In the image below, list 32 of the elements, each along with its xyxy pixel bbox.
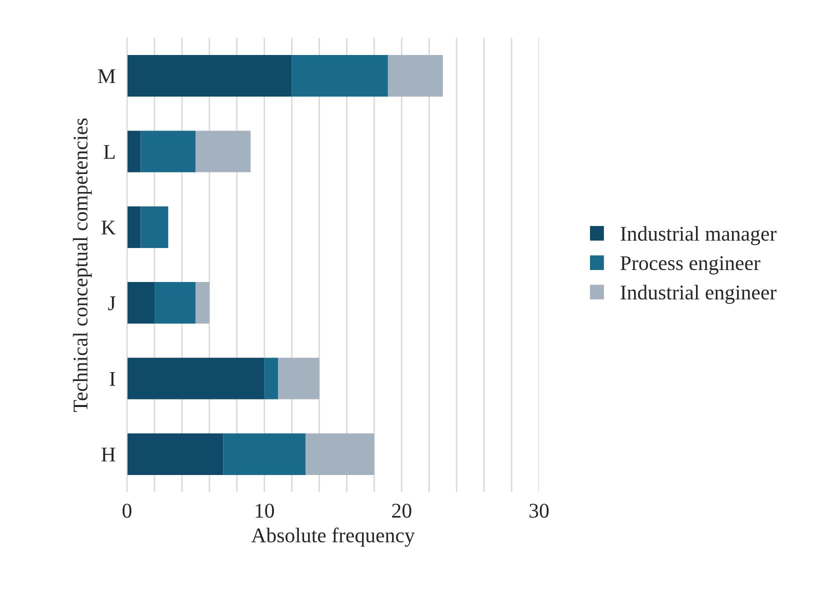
bar [196, 130, 251, 172]
bar [140, 206, 168, 248]
y-tick-label: K [101, 220, 116, 234]
bar [127, 130, 141, 172]
bar [127, 55, 292, 97]
bar [306, 433, 374, 475]
y-axis-title: Technical conceptual competencies [72, 118, 92, 412]
bar [196, 282, 210, 324]
legend-label: Industrial manager [620, 226, 776, 246]
bar [154, 282, 196, 324]
y-tick-label: H [101, 448, 116, 462]
bar [127, 433, 224, 475]
bar [388, 55, 443, 97]
legend-label: Industrial engineer [620, 284, 776, 304]
bar [127, 358, 264, 400]
x-axis-title: Absolute frequency [251, 528, 415, 547]
x-tick-label: 30 [530, 504, 549, 518]
bar [140, 130, 196, 172]
bar [278, 358, 320, 400]
x-tick-label: 10 [256, 504, 274, 518]
y-tick-label: M [98, 69, 116, 84]
bar [127, 282, 154, 324]
bar [292, 55, 388, 97]
x-tick-label: 0 [122, 504, 132, 518]
y-tick-label: I [110, 372, 116, 386]
bar [223, 433, 306, 475]
x-tick-label: 20 [392, 504, 412, 518]
y-tick-label: L [104, 145, 115, 159]
bar [264, 358, 278, 400]
legend-label: Process engineer [620, 256, 760, 274]
bar [127, 206, 141, 248]
y-tick-label: J [108, 296, 116, 310]
